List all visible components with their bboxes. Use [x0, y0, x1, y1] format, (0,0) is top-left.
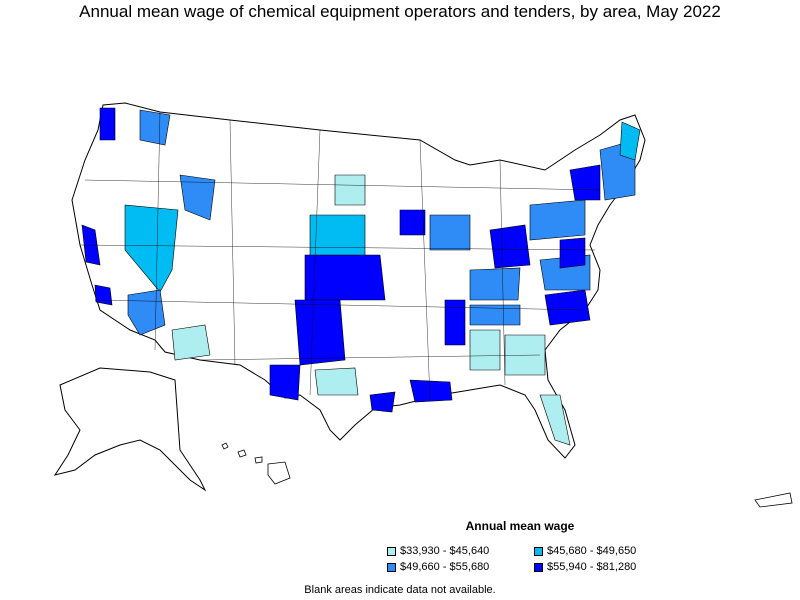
- region-sw-light: [171, 324, 211, 361]
- area-boundaries: [79, 111, 601, 401]
- hawaii-islands: [221, 442, 291, 485]
- legend-swatch-2: [534, 546, 543, 556]
- footnote: Blank areas indicate data not available.: [304, 584, 496, 596]
- region-ny: [569, 164, 601, 201]
- region-fills: [81, 107, 641, 446]
- region-kentucky: [469, 267, 521, 301]
- region-nebraska: [309, 214, 366, 256]
- region-midwest-2: [429, 214, 471, 251]
- region-carolina: [544, 289, 591, 326]
- region-houston: [369, 391, 396, 413]
- region-nevada: [124, 204, 179, 293]
- puerto-rico: [754, 492, 793, 508]
- region-idaho: [179, 174, 216, 221]
- region-florida: [539, 394, 571, 446]
- legend-label-1: $33,930 - $45,640: [400, 545, 490, 557]
- region-mid-atlantic: [559, 237, 586, 269]
- region-texas-light: [314, 367, 359, 396]
- region-louisiana: [409, 379, 453, 403]
- region-mississippi-river: [444, 299, 466, 346]
- legend-item-4: $55,940 - $81,280: [534, 561, 636, 573]
- region-pennsylvania: [529, 199, 586, 241]
- region-maine: [619, 121, 641, 161]
- region-washington: [139, 109, 171, 146]
- region-midwest-1: [399, 209, 426, 236]
- region-georgia: [504, 334, 546, 376]
- region-alabama: [469, 329, 501, 371]
- legend-item-1: $33,930 - $45,640: [387, 545, 489, 557]
- alaska-outline: [53, 367, 207, 492]
- legend-label-2: $45,680 - $49,650: [547, 545, 637, 557]
- region-seattle: [99, 107, 116, 141]
- region-kansas: [304, 254, 386, 301]
- legend-label-3: $49,660 - $55,680: [400, 561, 490, 573]
- legend-swatch-4: [534, 562, 543, 572]
- legend-item-2: $45,680 - $49,650: [534, 545, 636, 557]
- legend-swatch-1: [387, 546, 396, 556]
- region-socal: [94, 284, 113, 306]
- region-dakota: [334, 174, 366, 206]
- legend-item-3: $49,660 - $55,680: [387, 561, 489, 573]
- legend-swatch-3: [387, 562, 396, 572]
- region-ohio: [489, 224, 531, 269]
- region-texas-gulf: [269, 364, 301, 401]
- legend-title: Annual mean wage: [465, 519, 575, 533]
- region-oklahoma: [294, 299, 346, 366]
- legend-label-4: $55,940 - $81,280: [547, 561, 637, 573]
- map-title: Annual mean wage of chemical equipment o…: [79, 2, 721, 21]
